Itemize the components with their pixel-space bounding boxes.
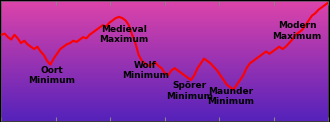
Text: Maunder
Minimum: Maunder Minimum bbox=[207, 87, 254, 107]
Text: Oort
Minimum: Oort Minimum bbox=[29, 66, 76, 85]
Text: Wolf
Minimum: Wolf Minimum bbox=[122, 61, 169, 80]
Text: Spörer
Minimum: Spörer Minimum bbox=[166, 81, 213, 101]
Text: Medieval
Maximum: Medieval Maximum bbox=[99, 25, 148, 45]
Text: Modern
Maximum: Modern Maximum bbox=[273, 21, 322, 41]
